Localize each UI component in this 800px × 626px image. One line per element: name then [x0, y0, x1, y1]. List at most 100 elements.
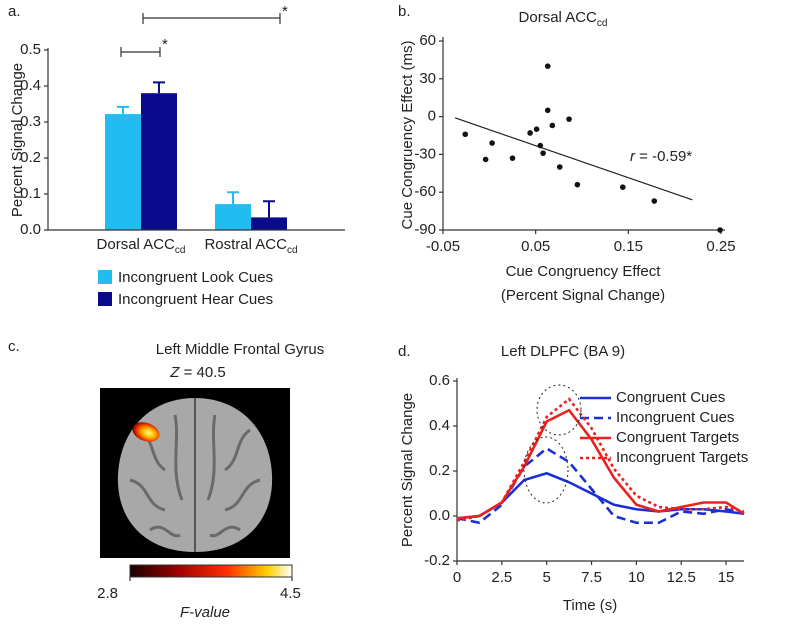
- y-tick-label: -30: [414, 145, 436, 162]
- point: [462, 131, 469, 138]
- chart-title: Left DLPFC (BA 9): [501, 343, 625, 360]
- subtitle-text: = 40.5: [179, 364, 225, 381]
- y-axis-label: Percent Signal Change: [399, 393, 416, 547]
- y-tick-label: 0.1: [20, 185, 41, 202]
- point: [544, 107, 551, 114]
- y-tick-label: 0.4: [429, 417, 450, 434]
- series-line: [456, 471, 745, 520]
- panel-label: a.: [8, 3, 21, 20]
- x-tick-label: 0.05: [521, 238, 550, 255]
- point: [651, 198, 658, 204]
- axis-line: [442, 37, 725, 231]
- point: [533, 126, 540, 132]
- subtitle-variable: Z: [169, 364, 180, 381]
- colorbar-label: F-value: [180, 604, 230, 621]
- significance-bracket: [142, 13, 281, 24]
- point: [540, 150, 546, 156]
- y-tick-label: 0: [428, 108, 436, 125]
- point: [482, 156, 489, 163]
- point: [717, 227, 723, 233]
- point: [537, 142, 544, 149]
- colorbar: [129, 564, 293, 578]
- point: [556, 164, 563, 170]
- point: [527, 130, 533, 136]
- annotation: r = -0.59*: [630, 148, 692, 165]
- chart-title: Left Middle Frontal Gyrus: [156, 341, 324, 358]
- legend-swatch: [98, 270, 112, 284]
- highlight-circle: [536, 384, 582, 436]
- chart-title-main: Dorsal ACC: [519, 9, 598, 26]
- significance-bracket: [120, 47, 161, 57]
- panel-label: b.: [398, 3, 411, 20]
- panel-label: d.: [398, 343, 411, 360]
- legend-label: Congruent Targets: [616, 429, 739, 446]
- chart-title-subscript: cd: [597, 18, 608, 29]
- legend-label: Congruent Cues: [616, 389, 725, 406]
- x-tick-label: 10: [628, 569, 645, 586]
- brain-image: [100, 388, 290, 558]
- error-bar: [117, 105, 129, 115]
- x-tick-label: -0.05: [426, 238, 460, 255]
- subtitle: Z = 40.5: [169, 364, 225, 381]
- y-tick-label: -0.2: [424, 552, 450, 569]
- point: [566, 116, 572, 122]
- x-tick-label: 7.5: [581, 569, 602, 586]
- y-tick-label: -60: [414, 183, 436, 200]
- y-axis-label: Percent Signal Change: [9, 63, 26, 217]
- x-tick-label: 12.5: [667, 569, 696, 586]
- y-tick-label: 30: [419, 70, 436, 87]
- colorbar-tick-label: 4.5: [280, 585, 301, 602]
- point: [549, 122, 556, 129]
- bar: [105, 114, 141, 230]
- y-tick-label: 0.3: [20, 113, 41, 130]
- x-tick-label-main: Rostral ACC: [204, 236, 287, 253]
- x-tick-label: Dorsal ACCcd: [97, 236, 186, 256]
- highlight-circle: [523, 436, 569, 504]
- error-bar: [153, 81, 165, 94]
- y-tick-label: 0.0: [20, 221, 41, 238]
- significance-marker: *: [282, 3, 288, 20]
- y-tick-label: 0.4: [20, 77, 41, 94]
- point: [574, 181, 581, 188]
- y-axis-label: Cue Congruency Effect (ms): [399, 41, 416, 230]
- y-tick-label: -90: [414, 221, 436, 238]
- colorbar-tick-label: 2.8: [97, 585, 118, 602]
- legend-swatch: [98, 292, 112, 306]
- point: [619, 184, 626, 190]
- legend-label: Incongruent Hear Cues: [118, 291, 273, 308]
- x-tick-label: 5: [543, 569, 551, 586]
- x-axis-label: (Percent Signal Change): [501, 287, 665, 304]
- x-tick-label: 0.25: [706, 238, 735, 255]
- legend-label: Incongruent Look Cues: [118, 269, 273, 286]
- fit-line: [454, 117, 693, 201]
- y-tick-label: 0.2: [20, 149, 41, 166]
- axis-line: [47, 48, 345, 231]
- bar: [141, 93, 177, 230]
- x-axis-label: Cue Congruency Effect: [506, 263, 662, 280]
- y-tick-label: 0.0: [429, 507, 450, 524]
- legend-label: Incongruent Cues: [616, 409, 734, 426]
- axis-line: [456, 378, 744, 562]
- x-tick-label: 15: [718, 569, 735, 586]
- y-tick-label: 0.6: [429, 372, 450, 389]
- panel-label: c.: [8, 338, 20, 355]
- x-tick-label: 0: [453, 569, 461, 586]
- point: [544, 63, 551, 69]
- x-axis-label: Time (s): [563, 597, 617, 614]
- series-line: [456, 397, 745, 522]
- bar: [251, 217, 287, 230]
- annotation-variable: r: [630, 148, 636, 165]
- annotation-text: = -0.59*: [635, 148, 692, 165]
- chart-title: Dorsal ACCcd: [519, 9, 608, 29]
- error-bar: [227, 191, 239, 205]
- x-tick-label-subscript: cd: [287, 245, 298, 256]
- legend-label: Incongruent Targets: [616, 449, 748, 466]
- point: [509, 155, 516, 161]
- x-tick-label: 0.15: [614, 238, 643, 255]
- bar: [215, 204, 251, 230]
- x-tick-label: 2.5: [491, 569, 512, 586]
- y-tick-label: 0.2: [429, 462, 450, 479]
- y-tick-label: 0.5: [20, 41, 41, 58]
- point: [489, 140, 495, 146]
